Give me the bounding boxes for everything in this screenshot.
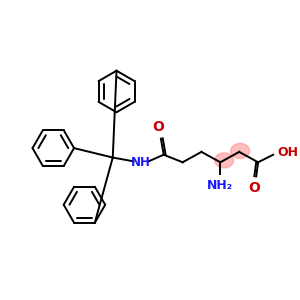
Ellipse shape	[215, 153, 234, 168]
Ellipse shape	[231, 143, 250, 158]
Text: NH: NH	[131, 156, 151, 169]
Text: O: O	[248, 181, 260, 195]
Text: O: O	[152, 120, 164, 134]
Text: OH: OH	[277, 146, 298, 159]
Text: NH₂: NH₂	[207, 179, 233, 192]
